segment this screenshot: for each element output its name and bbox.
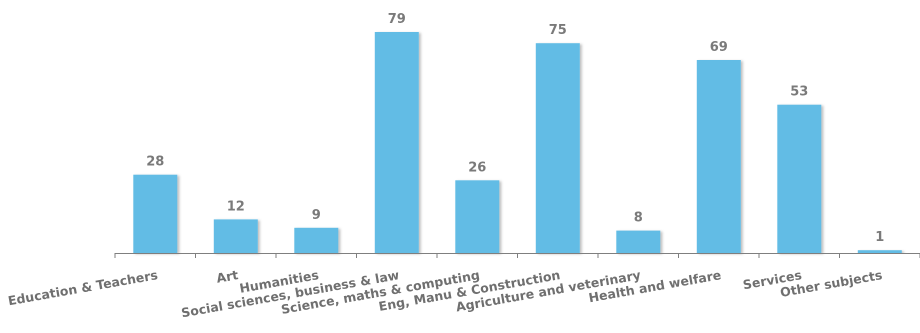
bars-group: [133, 32, 902, 254]
bar: [777, 104, 822, 253]
x-axis-ticks: [114, 253, 920, 258]
bar: [294, 227, 339, 253]
bar: [616, 230, 661, 253]
bar-value-label: 1: [875, 230, 884, 245]
bar: [213, 219, 258, 253]
bar: [535, 43, 580, 254]
category-label: Education & Teachers: [7, 267, 159, 308]
bar-value-label: 8: [634, 211, 643, 226]
bar-value-label: 9: [312, 208, 321, 223]
bar: [374, 32, 419, 253]
value-labels-group: 28 12 9 79 26 75 8 69 53 1: [146, 12, 884, 245]
category-labels-group: Education & Teachers ArtHumanitiesSocial …: [7, 267, 884, 320]
category-label: Art: [215, 267, 239, 286]
bar-value-label: 79: [388, 12, 406, 27]
bar: [857, 250, 902, 253]
bar: [133, 174, 178, 253]
bar-value-label: 53: [790, 85, 808, 100]
bar-value-label: 69: [710, 40, 728, 55]
bar-value-label: 28: [146, 155, 164, 170]
bar: [455, 180, 500, 253]
bar-value-label: 12: [227, 199, 245, 214]
bar-value-label: 75: [549, 23, 567, 38]
bar: [696, 60, 741, 253]
bar-value-label: 26: [468, 160, 486, 175]
